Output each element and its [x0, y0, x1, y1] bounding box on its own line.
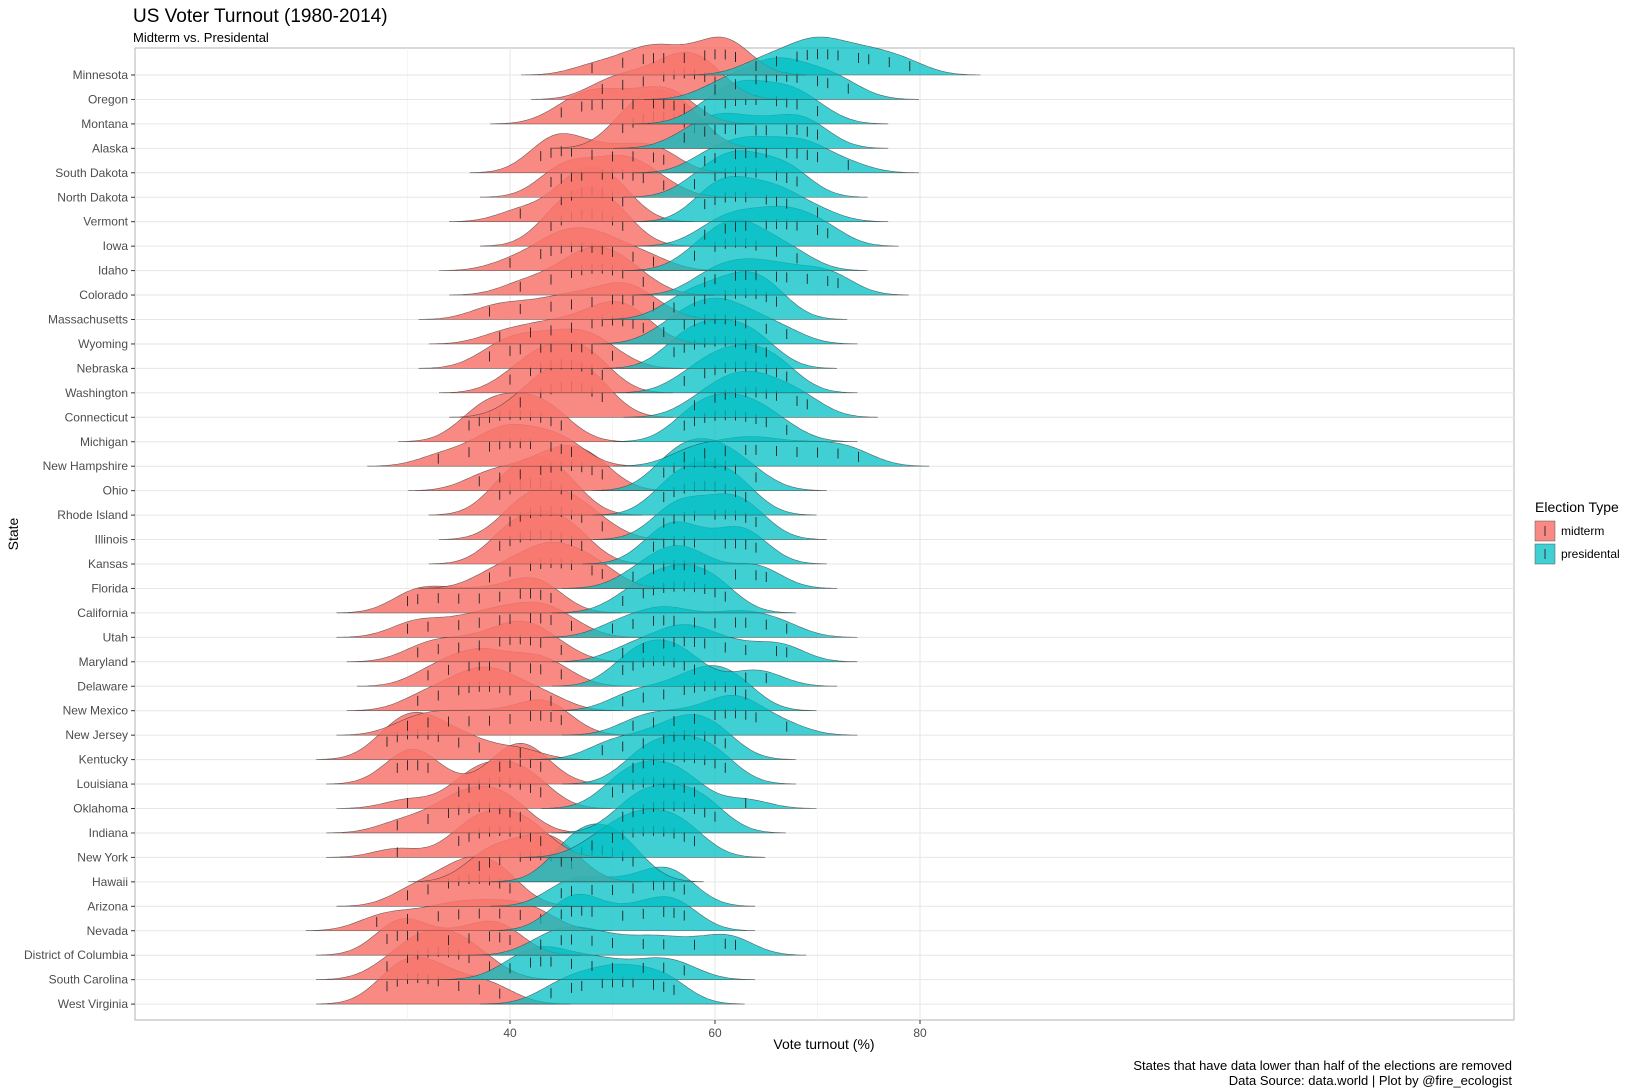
ridge-new-hampshire: [367, 424, 930, 467]
midterm-density: [336, 760, 612, 809]
y-tick-label: Colorado: [79, 288, 128, 302]
y-tick-label: Connecticut: [65, 410, 129, 424]
y-tick-label: Indiana: [89, 826, 129, 840]
y-tick-label: Montana: [81, 117, 128, 131]
y-tick-labels: Minnesota Oregon Montana Alaska South Dakota…: [24, 68, 135, 1011]
y-tick-label: North Dakota: [57, 190, 128, 204]
ridges: [305, 36, 981, 1005]
y-tick-label: Wyoming: [78, 337, 128, 351]
legend: Election Type midterm presidental: [1534, 499, 1620, 565]
presidental-density: [685, 36, 981, 76]
ridge-minnesota: [521, 36, 981, 76]
y-tick-label: Maryland: [79, 655, 128, 669]
y-tick-label: Vermont: [83, 215, 128, 229]
caption-line-1: States that have data lower than half of…: [1133, 1058, 1512, 1073]
y-tick-label: Ohio: [103, 484, 129, 498]
ridge-nevada: [305, 893, 756, 932]
y-tick-label: Nebraska: [77, 361, 129, 375]
y-tick-label: New York: [77, 850, 129, 864]
y-tick-label: Iowa: [103, 239, 129, 253]
x-axis-title: Vote turnout (%): [773, 1036, 874, 1052]
y-tick-label: Hawaii: [92, 875, 128, 889]
y-tick-label: Delaware: [77, 679, 128, 693]
ridge-district-of-columbia: [316, 918, 807, 956]
y-tick-label: Arizona: [87, 899, 128, 913]
y-axis-title: State: [5, 517, 21, 550]
y-tick-label: South Carolina: [49, 973, 129, 987]
y-tick-label: Minnesota: [73, 68, 129, 82]
caption-line-2: Data Source: data.world | Plot by @fire_…: [1229, 1073, 1513, 1088]
y-tick-label: Utah: [103, 630, 128, 644]
chart-title: US Voter Turnout (1980-2014): [133, 6, 388, 27]
x-tick-label: 40: [503, 1026, 517, 1040]
legend-title: Election Type: [1535, 499, 1619, 515]
y-tick-label: South Dakota: [55, 166, 128, 180]
y-tick-label: Alaska: [92, 141, 128, 155]
y-tick-label: Oklahoma: [73, 802, 128, 816]
y-tick-label: Kansas: [88, 557, 128, 571]
x-tick-labels: 40 60 80: [503, 1020, 927, 1040]
presidental-density: [469, 926, 807, 956]
y-tick-label: Nevada: [87, 924, 129, 938]
x-tick-label: 60: [708, 1026, 722, 1040]
y-tick-label: New Jersey: [65, 728, 128, 742]
ridge-wyoming: [428, 297, 858, 345]
y-tick-label: Michigan: [80, 435, 128, 449]
y-tick-label: California: [77, 606, 128, 620]
y-tick-label: District of Columbia: [24, 948, 128, 962]
y-tick-label: Oregon: [88, 92, 128, 106]
y-tick-label: Florida: [91, 581, 128, 595]
y-tick-label: Washington: [65, 386, 128, 400]
y-tick-label: Massachusetts: [48, 313, 128, 327]
ridge-maryland: [346, 620, 858, 663]
y-tick-label: New Mexico: [63, 704, 129, 718]
y-tick-label: Rhode Island: [57, 508, 128, 522]
y-tick-label: Kentucky: [79, 753, 128, 767]
legend-label-midterm: midterm: [1561, 524, 1604, 538]
y-tick-label: New Hampshire: [43, 459, 129, 473]
y-tick-label: West Virginia: [58, 997, 129, 1011]
y-tick-label: Louisiana: [77, 777, 129, 791]
chart-subtitle: Midterm vs. Presidental: [133, 30, 269, 45]
legend-label-presidental: presidental: [1561, 547, 1620, 561]
y-tick-label: Idaho: [98, 264, 128, 278]
y-tick-label: Illinois: [95, 533, 128, 547]
ridge-utah: [336, 601, 858, 638]
x-tick-label: 80: [913, 1026, 927, 1040]
